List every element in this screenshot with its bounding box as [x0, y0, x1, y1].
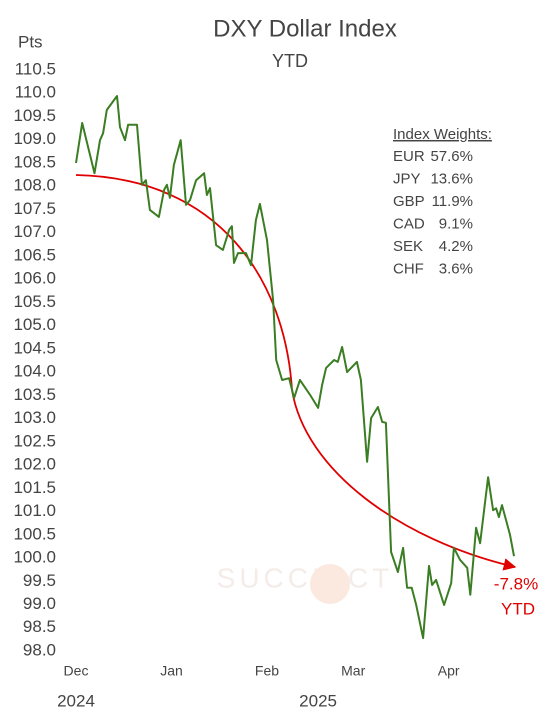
- y-tick-label: 110.0: [15, 83, 56, 102]
- y-tick-label: 109.0: [13, 129, 56, 148]
- y-tick-label: 107.0: [13, 222, 56, 241]
- year-label: 2025: [299, 691, 337, 710]
- y-tick-label: 108.0: [13, 176, 56, 195]
- y-tick-label: 98.0: [23, 640, 56, 659]
- chart-title: DXY Dollar Index: [213, 15, 397, 42]
- chart-subtitle: YTD: [272, 51, 308, 71]
- weight-name: SEK: [393, 238, 423, 255]
- x-tick-label: Mar: [341, 663, 365, 679]
- y-tick-label: 103.0: [13, 408, 56, 427]
- year-label: 2024: [57, 691, 95, 710]
- x-tick-label: Apr: [438, 663, 460, 679]
- y-tick-label: 101.0: [13, 501, 56, 520]
- weight-name: CHF: [393, 260, 424, 277]
- weight-name: GBP: [393, 193, 425, 210]
- period-annotation: YTD: [501, 599, 535, 618]
- weight-name: CAD: [393, 215, 425, 232]
- weight-value: 11.9%: [432, 193, 473, 210]
- y-tick-label: 105.5: [13, 292, 56, 311]
- y-tick-label: 99.5: [23, 571, 56, 590]
- y-tick-label: 106.5: [13, 245, 56, 264]
- y-tick-label: 103.5: [13, 385, 56, 404]
- data-line: [75, 95, 515, 639]
- y-axis-label: Pts: [18, 32, 43, 51]
- weight-name: JPY: [393, 170, 421, 187]
- y-tick-label: 110.5: [15, 59, 56, 78]
- change-annotation: -7.8%: [494, 574, 538, 593]
- y-tick-label: 109.5: [13, 106, 56, 125]
- trend-curve: [75, 174, 517, 571]
- y-tick-label: 104.0: [13, 362, 56, 381]
- y-tick-label: 108.5: [13, 152, 56, 171]
- watermark-logo: [310, 564, 350, 604]
- y-tick-label: 104.5: [13, 338, 56, 357]
- weight-value: 3.6%: [439, 260, 473, 277]
- y-tick-label: 99.0: [23, 594, 56, 613]
- x-tick-label: Feb: [255, 663, 279, 679]
- watermark: SUCCINCT: [217, 562, 394, 593]
- weight-value: 57.6%: [430, 148, 473, 165]
- y-tick-label: 106.0: [13, 269, 56, 288]
- y-tick-label: 98.5: [23, 617, 56, 636]
- y-tick-label: 105.0: [13, 315, 56, 334]
- y-tick-label: 101.5: [13, 478, 56, 497]
- x-tick-label: Dec: [64, 663, 89, 679]
- x-tick-label: Jan: [160, 663, 183, 679]
- weight-value: 9.1%: [439, 215, 473, 232]
- weight-value: 13.6%: [430, 170, 473, 187]
- y-tick-label: 100.0: [13, 548, 56, 567]
- weight-value: 4.2%: [439, 238, 473, 255]
- y-tick-label: 102.0: [13, 455, 56, 474]
- y-tick-label: 107.5: [13, 199, 56, 218]
- weights-title: Index Weights:: [393, 126, 492, 143]
- y-tick-label: 102.5: [13, 431, 56, 450]
- weight-name: EUR: [393, 148, 425, 165]
- y-tick-label: 100.5: [13, 524, 56, 543]
